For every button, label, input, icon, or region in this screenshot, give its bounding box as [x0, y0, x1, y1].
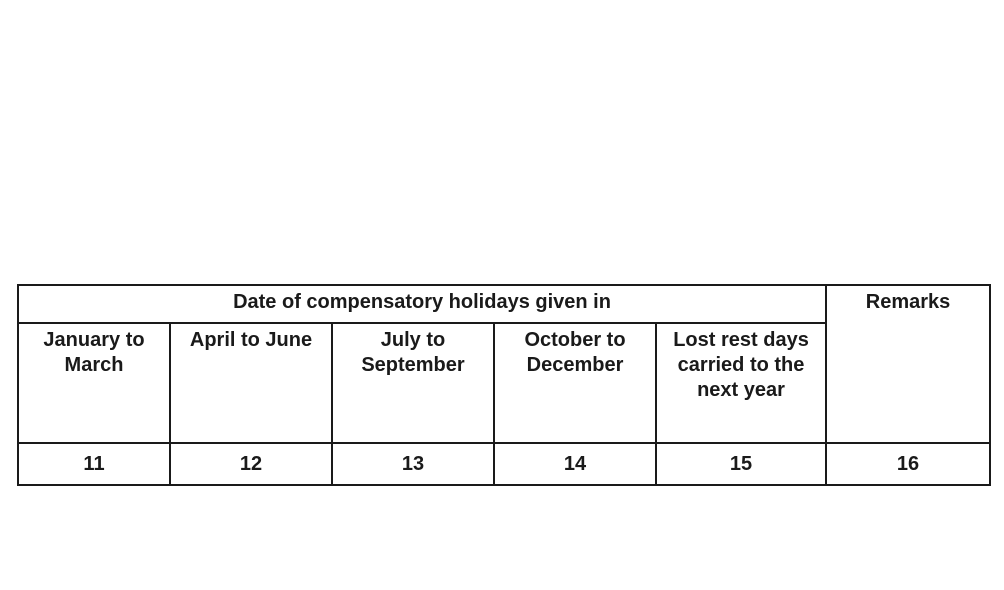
cell-11: 11	[18, 443, 170, 485]
subheader-jan-mar: January to March	[18, 323, 170, 443]
header-remarks: Remarks	[826, 285, 990, 443]
cell-12: 12	[170, 443, 332, 485]
cell-15: 15	[656, 443, 826, 485]
subheader-oct-dec: October to December	[494, 323, 656, 443]
table: Date of compensatory holidays given in R…	[17, 284, 991, 486]
cell-13: 13	[332, 443, 494, 485]
table-number-row: 11 12 13 14 15 16	[18, 443, 990, 485]
subheader-jul-sep: July to September	[332, 323, 494, 443]
header-span-label: Date of compensatory holidays given in	[18, 285, 826, 323]
subheader-lost-rest-days: Lost rest days carried to the next year	[656, 323, 826, 443]
cell-14: 14	[494, 443, 656, 485]
compensatory-holidays-table: Date of compensatory holidays given in R…	[17, 284, 989, 486]
cell-16: 16	[826, 443, 990, 485]
subheader-apr-jun: April to June	[170, 323, 332, 443]
table-header-row-1: Date of compensatory holidays given in R…	[18, 285, 990, 323]
